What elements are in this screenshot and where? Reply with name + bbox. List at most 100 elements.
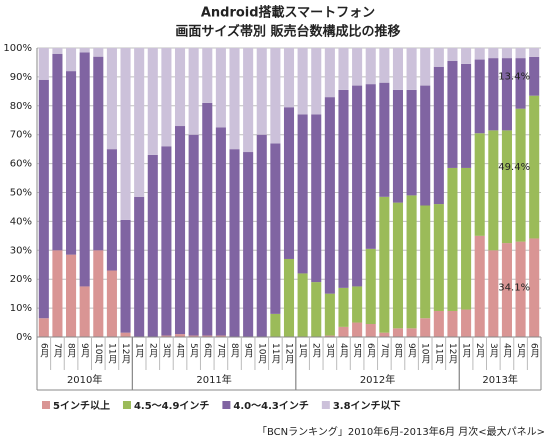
x-tick-label: 7月 [379, 343, 390, 359]
bar-segment [52, 53, 63, 251]
chart-title: Android搭載スマートフォン [201, 5, 375, 21]
bar-segment [324, 48, 335, 98]
x-tick-label: 11月 [106, 343, 117, 364]
bar-segment [270, 143, 281, 314]
bar-segment [515, 48, 526, 59]
bar-segment [461, 48, 472, 64]
bar-segment [352, 85, 363, 287]
year-label: 2012年 [360, 373, 395, 386]
bar-segment [174, 334, 186, 337]
x-tick-label: 10月 [256, 343, 267, 364]
bar-segment [188, 335, 199, 337]
bar-segment [79, 52, 90, 287]
legend-swatch [42, 401, 50, 409]
bar-segment [215, 127, 226, 336]
bar-segment [365, 84, 376, 249]
bar-segment [52, 48, 63, 54]
bar-segment [529, 48, 540, 57]
bar-segment [324, 335, 335, 337]
bar-segment [501, 130, 512, 244]
bar-segment [161, 335, 172, 337]
bar-segment [379, 82, 390, 197]
bar-segment [461, 309, 472, 337]
bar-segment [38, 48, 49, 80]
chart-subtitle: 画面サイズ帯別 販売台数構成比の推移 [175, 24, 400, 40]
bar-segment [392, 48, 404, 90]
x-tick-label: 10月 [93, 343, 104, 364]
y-tick-label: 20% [10, 274, 32, 285]
bar-segment [379, 332, 390, 337]
bar-segment [488, 58, 499, 131]
x-tick-label: 9月 [243, 343, 254, 359]
x-tick-label: 1月 [134, 343, 145, 359]
bar-segment [270, 48, 281, 144]
bar-segment [529, 238, 540, 337]
bar-segment [243, 48, 254, 153]
x-tick-label: 6月 [202, 343, 213, 359]
y-tick-label: 80% [10, 101, 32, 112]
bar-segment [406, 89, 417, 196]
bar-segment [283, 48, 295, 108]
x-tick-label: 11月 [433, 343, 444, 364]
bar-segment [106, 48, 117, 150]
year-label: 2010年 [67, 373, 102, 386]
bar-segment [174, 126, 186, 335]
bar-segment [352, 286, 363, 323]
x-tick-label: 1月 [461, 343, 472, 359]
bar-segment [283, 258, 295, 337]
bar-segment [106, 270, 117, 337]
x-tick-label: 1月 [297, 343, 308, 359]
bar-segment [147, 48, 158, 155]
bar-segment [161, 48, 172, 147]
x-tick-label: 3月 [488, 343, 499, 359]
bar-segment [447, 48, 458, 62]
bar-segment [338, 287, 349, 327]
bar-segment [379, 196, 390, 333]
legend-label: 3.8インチ以下 [333, 400, 401, 412]
y-tick-label: 10% [10, 303, 32, 314]
bar-segment [461, 63, 472, 168]
bar-segment [501, 243, 512, 337]
legend-label: 5インチ以上 [53, 399, 110, 412]
y-tick-label: 60% [10, 159, 32, 170]
bar-segment [433, 66, 444, 205]
year-label: 2013年 [482, 373, 517, 386]
bar-segment [392, 89, 404, 203]
bar-segment [433, 310, 444, 337]
bar-segment [338, 89, 349, 288]
source-note: 「BCNランキング」2010年6月-2013年6月 月次<最大パネル> [257, 425, 545, 438]
legend-label: 4.0～4.3インチ [233, 400, 308, 412]
y-tick-label: 100% [3, 43, 32, 54]
x-tick-label: 2月 [147, 343, 158, 359]
bar-segment [392, 202, 404, 329]
bar-segment [202, 48, 213, 103]
bar-segment [365, 48, 376, 85]
bar-segment [338, 326, 349, 337]
x-tick-label: 5月 [515, 343, 526, 359]
bar-segment [147, 154, 158, 337]
x-tick-label: 4月 [175, 343, 186, 359]
bar-segment [529, 95, 540, 239]
x-tick-label: 8月 [66, 343, 77, 359]
bar-segment [106, 149, 117, 271]
bar-segment [93, 56, 104, 251]
bar-segment [420, 205, 431, 319]
bar-segment [38, 318, 49, 337]
bar-segment [420, 318, 431, 337]
bar-segment [174, 48, 186, 127]
x-tick-label: 6月 [38, 343, 49, 359]
x-tick-label: 8月 [229, 343, 240, 359]
bar-segment [488, 130, 499, 251]
bar-segment [501, 48, 512, 59]
bar-segment [474, 235, 485, 337]
x-tick-label: 4月 [501, 343, 512, 359]
bar-segment [406, 195, 417, 329]
bar-segment [447, 310, 458, 337]
value-label: 34.1% [498, 283, 530, 294]
bar-segment [474, 59, 485, 134]
bar-segment [270, 313, 281, 337]
y-tick-label: 0% [16, 332, 32, 343]
x-tick-label: 4月 [338, 343, 349, 359]
x-tick-label: 12月 [284, 343, 295, 364]
x-tick-label: 7月 [52, 343, 63, 359]
